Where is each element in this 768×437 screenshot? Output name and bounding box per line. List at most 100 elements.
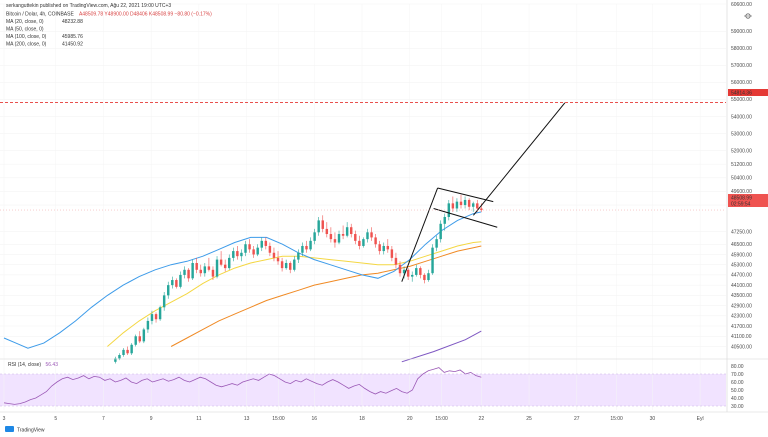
candle-body[interactable] — [321, 220, 324, 229]
candle-body[interactable] — [195, 262, 198, 270]
candle-body[interactable] — [240, 252, 243, 257]
candle-body[interactable] — [431, 247, 434, 274]
candlestick-series[interactable] — [114, 194, 483, 364]
candle-body[interactable] — [398, 264, 402, 274]
candle-body[interactable] — [138, 336, 141, 342]
candle-body[interactable] — [325, 228, 329, 235]
candle-body[interactable] — [415, 268, 418, 275]
trend-line-pole[interactable] — [401, 187, 439, 282]
candle-body[interactable] — [191, 262, 194, 279]
candle-body[interactable] — [471, 203, 475, 207]
candle-body[interactable] — [134, 336, 137, 345]
candle-body[interactable] — [435, 239, 438, 248]
target-price-line[interactable] — [0, 102, 726, 211]
candle-body[interactable] — [333, 239, 337, 243]
candle-body[interactable] — [248, 244, 251, 250]
candle-body[interactable] — [423, 274, 426, 281]
candle-body[interactable] — [167, 285, 170, 296]
candle-body[interactable] — [394, 257, 398, 265]
candle-body[interactable] — [158, 307, 162, 320]
candle-body[interactable] — [171, 280, 174, 286]
candle-body[interactable] — [252, 249, 255, 255]
candle-body[interactable] — [305, 245, 308, 250]
candle-body[interactable] — [297, 252, 300, 260]
settings-icon[interactable] — [744, 13, 752, 19]
candle-body[interactable] — [289, 262, 292, 270]
indicator-legend[interactable]: MA (20, close, 0) 48232.88 MA (50, close, … — [6, 19, 83, 48]
candle-body[interactable] — [154, 314, 158, 320]
candle-body[interactable] — [244, 244, 247, 253]
candle-body[interactable] — [329, 234, 333, 240]
candle-body[interactable] — [179, 274, 182, 287]
candle-body[interactable] — [268, 245, 272, 253]
candle-body[interactable] — [130, 344, 133, 354]
candle-body[interactable] — [439, 223, 442, 240]
price-axis[interactable]: 60600.00 59000.00 58000.00 57000.00 56000.00… — [731, 2, 752, 350]
candle-body[interactable] — [337, 234, 341, 243]
candle-body[interactable] — [345, 227, 349, 236]
candle-body[interactable] — [272, 252, 276, 258]
candle-body[interactable] — [378, 244, 381, 252]
candle-body[interactable] — [256, 247, 259, 255]
candle-body[interactable] — [451, 203, 455, 209]
candle-body[interactable] — [313, 232, 316, 241]
candle-body[interactable] — [260, 240, 263, 248]
candle-body[interactable] — [406, 269, 410, 277]
trend-line-flag-bottom[interactable] — [433, 207, 498, 228]
candle-body[interactable] — [293, 259, 296, 270]
candle-body[interactable] — [175, 280, 178, 287]
candle-body[interactable] — [162, 295, 166, 308]
trend-line-projection[interactable] — [472, 102, 566, 216]
candle-body[interactable] — [215, 259, 219, 277]
candle-body[interactable] — [443, 216, 446, 224]
candle-body[interactable] — [354, 234, 357, 241]
candle-body[interactable] — [480, 208, 483, 211]
trend-drawings[interactable] — [401, 102, 566, 282]
candle-body[interactable] — [232, 251, 235, 258]
candle-body[interactable] — [317, 220, 320, 233]
rsi-axis[interactable]: 80.00 70.00 60.00 50.00 40.00 30.00 — [731, 364, 744, 410]
candle-body[interactable] — [199, 269, 202, 274]
candle-body[interactable] — [301, 245, 304, 253]
candle-body[interactable] — [358, 240, 361, 246]
candle-body[interactable] — [463, 199, 467, 206]
candle-body[interactable] — [374, 237, 377, 245]
time-axis[interactable]: 3 5 7 9 11 13 15:00 16 18 20 15:00 22 25 27 15:00 30 Eyl — [3, 416, 704, 422]
candle-body[interactable] — [382, 245, 385, 252]
candle-body[interactable] — [264, 240, 268, 246]
candle-body[interactable] — [126, 349, 129, 354]
candle-body[interactable] — [309, 240, 312, 250]
candle-body[interactable] — [150, 314, 154, 321]
candle-body[interactable] — [419, 268, 422, 275]
candle-body[interactable] — [366, 232, 369, 240]
candle-body[interactable] — [284, 262, 288, 269]
candle-body[interactable] — [390, 249, 394, 258]
candle-body[interactable] — [410, 274, 414, 277]
candle-body[interactable] — [207, 266, 211, 270]
candle-body[interactable] — [211, 269, 215, 277]
candle-body[interactable] — [476, 203, 479, 209]
candle-body[interactable] — [467, 199, 471, 207]
candle-body[interactable] — [236, 251, 239, 257]
candle-body[interactable] — [386, 245, 390, 250]
candle-body[interactable] — [223, 264, 227, 269]
candle-body[interactable] — [114, 358, 117, 362]
candle-body[interactable] — [118, 355, 121, 359]
candle-body[interactable] — [219, 259, 223, 265]
candle-body[interactable] — [370, 232, 373, 238]
candle-body[interactable] — [362, 239, 365, 246]
candle-body[interactable] — [203, 266, 207, 274]
candle-body[interactable] — [349, 227, 353, 235]
candle-body[interactable] — [341, 234, 345, 236]
candle-body[interactable] — [402, 269, 406, 274]
candle-body[interactable] — [187, 269, 190, 279]
candle-body[interactable] — [183, 269, 186, 275]
candle-body[interactable] — [447, 203, 451, 217]
candle-body[interactable] — [146, 320, 150, 330]
candle-body[interactable] — [280, 261, 284, 269]
candle-body[interactable] — [427, 273, 430, 281]
candle-body[interactable] — [142, 329, 146, 342]
rsi-pane[interactable] — [0, 367, 726, 407]
candle-body[interactable] — [276, 257, 280, 262]
